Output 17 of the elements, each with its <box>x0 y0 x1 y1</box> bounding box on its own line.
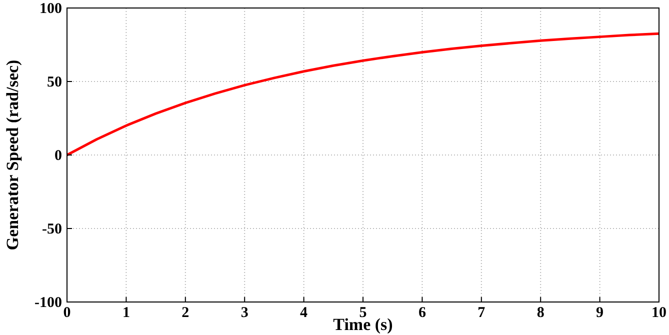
x-tick-label: 9 <box>596 305 604 321</box>
x-tick-label: 5 <box>359 305 367 321</box>
y-tick-label: 0 <box>54 148 62 164</box>
x-tick-label: 8 <box>536 305 544 321</box>
line-series <box>66 32 660 156</box>
x-tick-label: 3 <box>240 305 248 321</box>
x-tick-label: 6 <box>418 305 426 321</box>
x-tick-label: 1 <box>122 305 130 321</box>
y-tick-label: -100 <box>34 295 62 311</box>
x-tick-label: 2 <box>182 305 190 321</box>
x-tick-label: 10 <box>652 305 666 321</box>
x-tick-label: 7 <box>478 305 486 321</box>
y-tick-label: 100 <box>40 1 62 17</box>
y-tick-label: 50 <box>47 74 62 90</box>
x-tick-label: 4 <box>300 305 308 321</box>
y-axis-title: Generator Speed (rad/sec) <box>3 60 22 250</box>
y-tick-label: -50 <box>42 222 62 238</box>
